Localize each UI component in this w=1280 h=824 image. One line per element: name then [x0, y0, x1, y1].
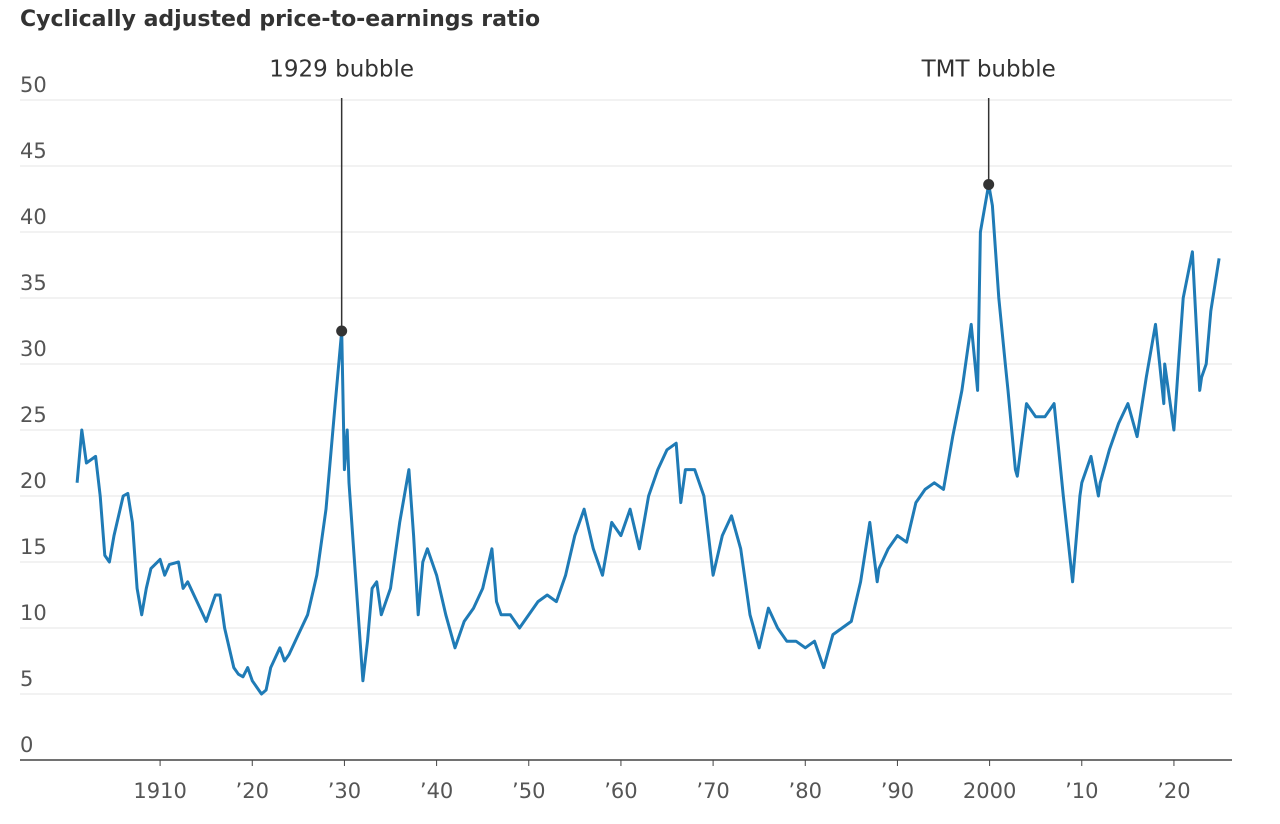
x-tick-label: ’50: [512, 779, 545, 803]
y-tick-label: 35: [20, 271, 47, 295]
chart-title: Cyclically adjusted price-to-earnings ra…: [20, 7, 540, 32]
y-tick-label: 5: [20, 667, 33, 691]
x-tick-label: 1910: [133, 779, 186, 803]
x-tick-label: ’80: [789, 779, 822, 803]
y-tick-label: 40: [20, 205, 47, 229]
y-tick-label: 0: [20, 733, 33, 757]
x-tick-label: ’40: [420, 779, 453, 803]
annotation-point: [336, 325, 348, 337]
y-tick-label: 25: [20, 403, 47, 427]
x-tick-label: ’10: [1065, 779, 1098, 803]
y-tick-label: 30: [20, 337, 47, 361]
x-tick-label: ’60: [604, 779, 637, 803]
x-tick-label: ’70: [696, 779, 729, 803]
x-tick-label: ’20: [236, 779, 269, 803]
y-tick-label: 20: [20, 469, 47, 493]
x-tick-label: ’90: [881, 779, 914, 803]
x-tick-label: ’20: [1157, 779, 1190, 803]
data-line: [75, 183, 1221, 696]
y-tick-label: 15: [20, 535, 47, 559]
y-tick-label: 50: [20, 73, 47, 97]
y-tick-label: 45: [20, 139, 47, 163]
y-tick-label: 10: [20, 601, 47, 625]
annotation-label: 1929 bubble: [269, 57, 414, 83]
annotation-point: [983, 178, 995, 190]
x-tick-label: ’30: [328, 779, 361, 803]
annotation-label: TMT bubble: [921, 57, 1056, 83]
x-tick-label: 2000: [963, 779, 1016, 803]
